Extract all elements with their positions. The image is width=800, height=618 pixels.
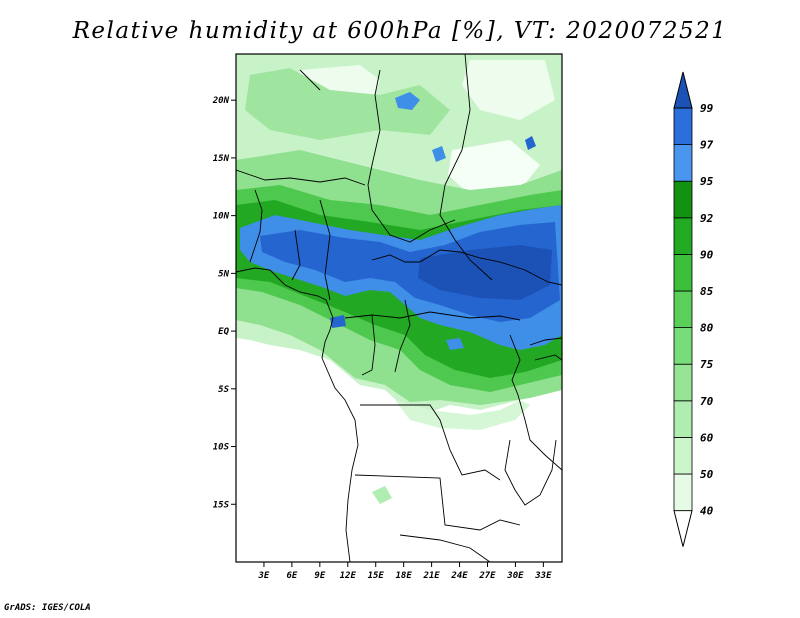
rh-zone-blue-3 (418, 245, 552, 300)
colorbar-label: 60 (700, 431, 714, 444)
colorbar-swatch (673, 327, 693, 365)
colorbar-label: 95 (700, 175, 714, 188)
lon-tick-label: 24E (450, 571, 468, 581)
border-3 (371, 209, 456, 243)
colorbar-label: 70 (700, 395, 714, 408)
colorbar-label: 85 (700, 285, 714, 298)
colorbar-label: 80 (700, 322, 714, 335)
lon-tick-label: 12E (340, 571, 357, 581)
rh-blob-3 (446, 338, 464, 350)
border-14 (299, 69, 321, 91)
rh-blob-2 (432, 146, 446, 162)
border-15 (249, 189, 263, 263)
border-18 (529, 337, 562, 346)
border-2 (367, 69, 381, 211)
coastline-west-africa (236, 267, 359, 562)
map-frame (235, 53, 563, 563)
colorbar-swatch (673, 436, 693, 475)
colorbar-label: 97 (700, 139, 714, 152)
border-16 (291, 229, 301, 281)
colorbar-swatch (673, 180, 693, 219)
colorbar-label: 99 (700, 102, 714, 115)
colorbar-swatch (673, 400, 693, 438)
colorbar-label: 90 (700, 248, 714, 261)
border-7 (361, 314, 376, 376)
border-11 (354, 474, 521, 531)
lat-tick-label: 15N (213, 154, 230, 164)
lon-tick-label: 3E (258, 571, 270, 581)
rh-blob-4 (525, 136, 536, 150)
lat-tick-label: 5S (218, 385, 229, 395)
lon-tick-label: 18E (396, 571, 413, 581)
lat-axis: 20N 15N 10N 5N EQ 5S 10S 15S (212, 96, 236, 510)
colorbar-swatch (673, 290, 693, 328)
border-9 (509, 334, 562, 471)
lon-tick-label: 9E (314, 571, 325, 581)
colorbar: 40 50 60 70 75 80 85 90 92 95 97 99 (673, 71, 714, 547)
rh-zone-light-south (395, 400, 530, 430)
border-4 (439, 54, 493, 281)
lat-tick-label: 5N (218, 269, 229, 279)
lat-tick-label: 10N (213, 212, 230, 222)
border-12 (399, 534, 491, 562)
rh-zone-dry-north-3 (448, 140, 540, 195)
lon-tick-label: 27E (478, 571, 496, 581)
colorbar-swatch (673, 107, 693, 145)
lon-tick-label: 30E (506, 571, 524, 581)
rh-zone-dry-north-2 (462, 60, 555, 120)
lon-axis: 3E 6E 9E 12E 15E 18E 21E 24E 27E 30E 33E (258, 562, 552, 581)
lat-tick-label: 20N (212, 96, 230, 106)
colorbar-swatch (673, 473, 693, 511)
border-5 (371, 249, 562, 286)
rh-blob-1 (395, 92, 420, 110)
chart-title: Relative humidity at 600hPa [%], VT: 202… (72, 18, 728, 44)
humidity-field (236, 54, 562, 562)
colorbar-label: 50 (700, 468, 714, 481)
border-1 (236, 169, 366, 186)
lon-tick-label: 21E (422, 571, 440, 581)
border-19 (534, 354, 562, 361)
colorbar-swatch (673, 253, 693, 292)
lon-tick-label: 15E (368, 571, 385, 581)
colorbar-swatch (673, 71, 693, 109)
colorbar-label: 92 (700, 212, 714, 225)
colorbar-swatch (673, 510, 693, 547)
colorbar-swatch (673, 217, 693, 255)
lat-tick-label: 15S (213, 500, 230, 510)
lat-tick-label: 10S (213, 443, 230, 453)
border-17 (319, 199, 331, 301)
border-13 (504, 439, 557, 506)
colorbar-label: 40 (700, 505, 714, 518)
colorbar-swatch (673, 363, 693, 402)
border-8 (394, 299, 411, 373)
rh-zone-mid-north-ribbon (245, 68, 450, 140)
borders (236, 54, 562, 562)
colorbar-swatch (673, 144, 693, 182)
colorbar-label: 75 (700, 358, 714, 371)
lon-tick-label: 33E (534, 571, 552, 581)
lat-tick-label: EQ (218, 327, 229, 337)
rh-blob-5 (330, 315, 346, 328)
grads-credit: GrADS: IGES/COLA (4, 603, 91, 613)
rh-zone-small-south (372, 486, 392, 504)
border-10 (360, 404, 501, 481)
lon-tick-label: 6E (286, 571, 297, 581)
